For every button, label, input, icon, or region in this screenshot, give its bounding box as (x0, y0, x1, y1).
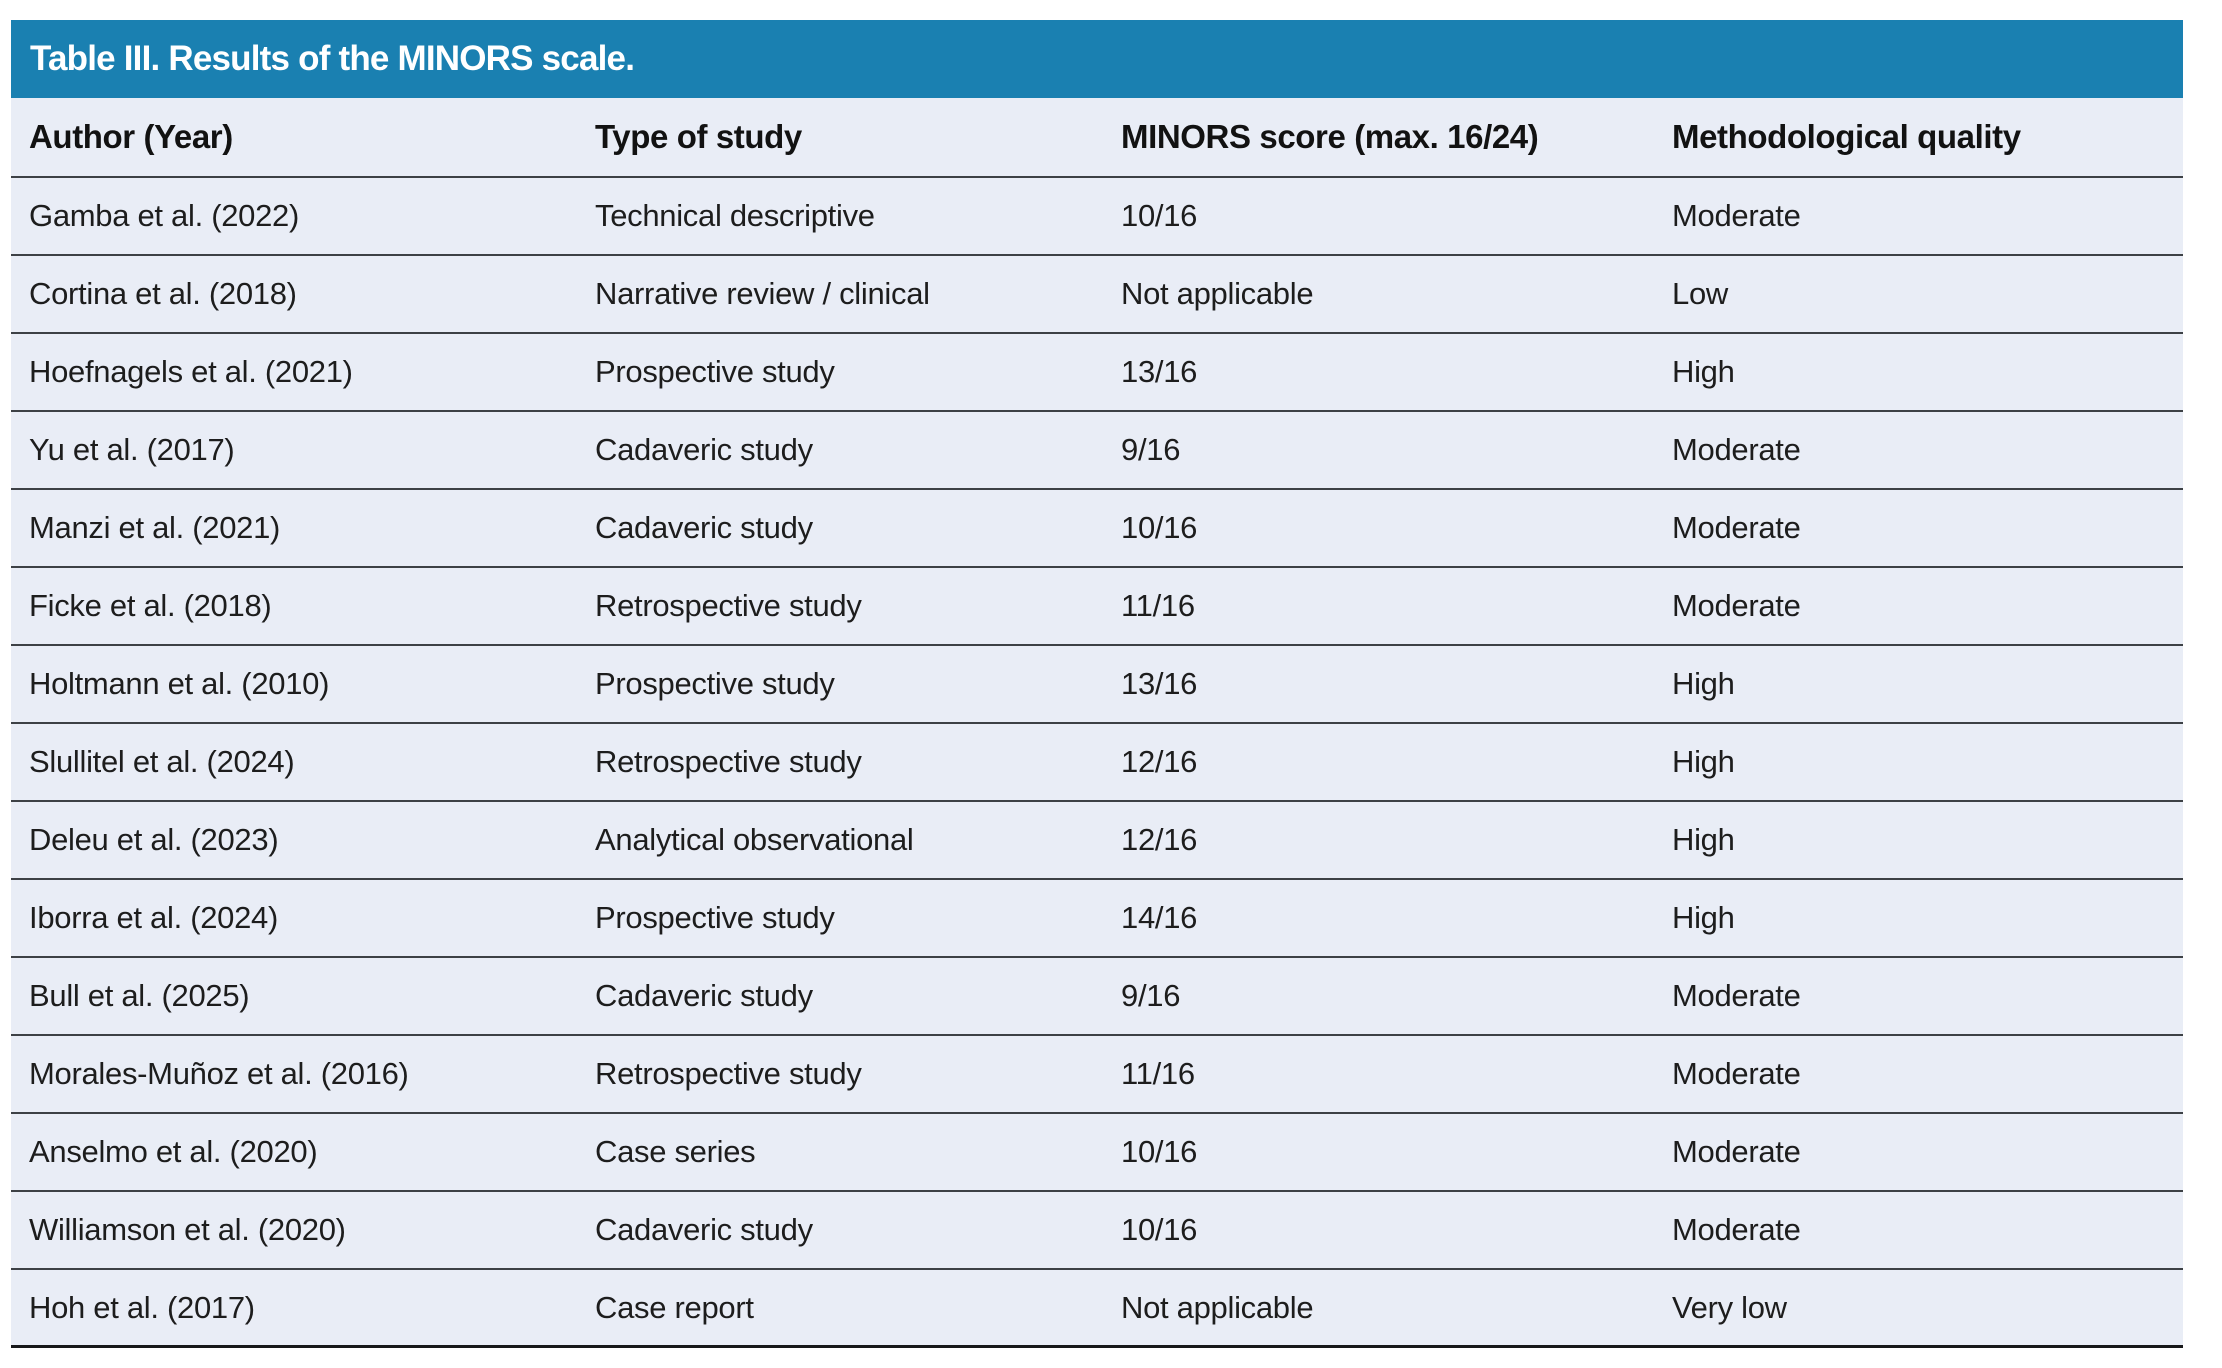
table-row: Deleu et al. (2023) Analytical observatio… (11, 802, 2183, 880)
table-cell: Retrospective study (595, 1056, 862, 1091)
table-cell: Not applicable (1121, 276, 1314, 311)
table-row: Morales-Muñoz et al. (2016) Retrospective… (11, 1036, 2183, 1114)
table-cell: Williamson et al. (2020) (29, 1212, 346, 1247)
table-cell: High (1672, 666, 1735, 701)
table-cell: 9/16 (1121, 978, 1181, 1013)
table-cell: 12/16 (1121, 822, 1198, 857)
table-cell: High (1672, 744, 1735, 779)
table-cell: Not applicable (1121, 1289, 1314, 1325)
table-row: Anselmo et al. (2020) Case series 10/16 Mod… (11, 1114, 2183, 1192)
table-cell: Anselmo et al. (2020) (29, 1134, 318, 1169)
table-cell: 11/16 (1121, 1056, 1195, 1091)
table-row: Holtmann et al. (2010) Prospective study 1… (11, 646, 2183, 724)
table-row: Slullitel et al. (2024) Retrospective stu… (11, 724, 2183, 802)
minors-results-table: Table III. Results of the MINORS scale. … (11, 20, 2183, 1348)
table-cell: 13/16 (1121, 354, 1198, 389)
table-cell: Moderate (1672, 588, 1801, 623)
table-row: Hoefnagels et al. (2021) Prospective stud… (11, 334, 2183, 412)
table-cell: Cadaveric study (595, 510, 813, 545)
table-cell: Morales-Muñoz et al. (2016) (29, 1056, 409, 1091)
table-cell: Case series (595, 1134, 756, 1169)
table-cell: Moderate (1672, 1056, 1801, 1091)
table-cell: 14/16 (1121, 900, 1198, 935)
table-cell: 10/16 (1121, 1134, 1198, 1169)
table-cell: Ficke et al. (2018) (29, 588, 272, 623)
table-cell: Hoh et al. (2017) (29, 1289, 255, 1325)
table-cell: High (1672, 822, 1735, 857)
table-cell: Bull et al. (2025) (29, 978, 250, 1013)
table-row: Cortina et al. (2018) Narrative review / … (11, 256, 2183, 334)
table-row: Yu et al. (2017) Cadaveric study 9/16 Moder… (11, 412, 2183, 490)
table-cell: 12/16 (1121, 744, 1198, 779)
table-row: Manzi et al. (2021) Cadaveric study 10/16 M… (11, 490, 2183, 568)
table-cell: Prospective study (595, 900, 835, 935)
table-row: Gamba et al. (2022) Technical descriptive… (11, 178, 2183, 256)
table-cell: 9/16 (1121, 432, 1181, 467)
table-cell: Holtmann et al. (2010) (29, 666, 330, 701)
table-cell: Analytical observational (595, 822, 914, 857)
column-header-methodological-quality: Methodological quality (1672, 118, 2021, 155)
table-cell: Cadaveric study (595, 1212, 813, 1247)
table-row: Bull et al. (2025) Cadaveric study 9/16 Mod… (11, 958, 2183, 1036)
table-body: Gamba et al. (2022) Technical descriptive… (11, 178, 2183, 1348)
table-title: Table III. Results of the MINORS scale. (30, 39, 635, 78)
table-cell: Moderate (1672, 510, 1801, 545)
table-title-bar: Table III. Results of the MINORS scale. (11, 20, 2183, 98)
table-cell: Cortina et al. (2018) (29, 276, 297, 311)
table-cell: High (1672, 354, 1735, 389)
table-cell: 13/16 (1121, 666, 1198, 701)
table-cell: 10/16 (1121, 510, 1198, 545)
table-cell: Yu et al. (2017) (29, 432, 235, 467)
table-cell: Retrospective study (595, 588, 862, 623)
table-cell: High (1672, 900, 1735, 935)
column-header-author-year: Author (Year) (29, 118, 233, 155)
table-cell: Narrative review / clinical (595, 276, 930, 311)
table-cell: Deleu et al. (2023) (29, 822, 279, 857)
table-cell: Cadaveric study (595, 978, 813, 1013)
table-row: Ficke et al. (2018) Retrospective study 11… (11, 568, 2183, 646)
table-cell: 10/16 (1121, 198, 1198, 233)
table-cell: 11/16 (1121, 588, 1195, 623)
column-header-type-of-study: Type of study (595, 118, 802, 155)
table-cell: Prospective study (595, 666, 835, 701)
table-header-row: Author (Year) Type of study MINORS score… (11, 98, 2183, 178)
table-cell: Technical descriptive (595, 198, 875, 233)
table-row: Iborra et al. (2024) Prospective study 14/… (11, 880, 2183, 958)
table-cell: Iborra et al. (2024) (29, 900, 279, 935)
column-header-minors-score: MINORS score (max. 16/24) (1121, 118, 1539, 155)
table-cell: Moderate (1672, 978, 1801, 1013)
table-cell: Moderate (1672, 432, 1801, 467)
table-cell: Cadaveric study (595, 432, 813, 467)
table-cell: Slullitel et al. (2024) (29, 744, 295, 779)
table-cell: Case report (595, 1289, 754, 1325)
table-row: Hoh et al. (2017) Case report Not applicab… (11, 1270, 2183, 1348)
table-cell: 10/16 (1121, 1212, 1198, 1247)
table-cell: Gamba et al. (2022) (29, 198, 300, 233)
table-cell: Hoefnagels et al. (2021) (29, 354, 353, 389)
table-row: Williamson et al. (2020) Cadaveric study 1… (11, 1192, 2183, 1270)
table-cell: Prospective study (595, 354, 835, 389)
table-cell: Manzi et al. (2021) (29, 510, 281, 545)
table-cell: Retrospective study (595, 744, 862, 779)
table-cell: Low (1672, 276, 1728, 311)
table-cell: Moderate (1672, 1134, 1801, 1169)
table-cell: Very low (1672, 1289, 1787, 1325)
table-cell: Moderate (1672, 198, 1801, 233)
table-cell: Moderate (1672, 1212, 1801, 1247)
